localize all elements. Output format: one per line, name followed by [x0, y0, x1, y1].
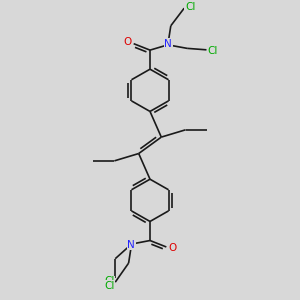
Text: N: N — [164, 39, 172, 49]
Text: O: O — [168, 243, 176, 254]
Text: Cl: Cl — [185, 2, 195, 12]
Text: Cl: Cl — [104, 281, 115, 291]
Text: Cl: Cl — [208, 46, 218, 56]
Text: O: O — [124, 37, 132, 47]
Text: Cl: Cl — [104, 276, 115, 286]
Text: N: N — [128, 240, 135, 250]
